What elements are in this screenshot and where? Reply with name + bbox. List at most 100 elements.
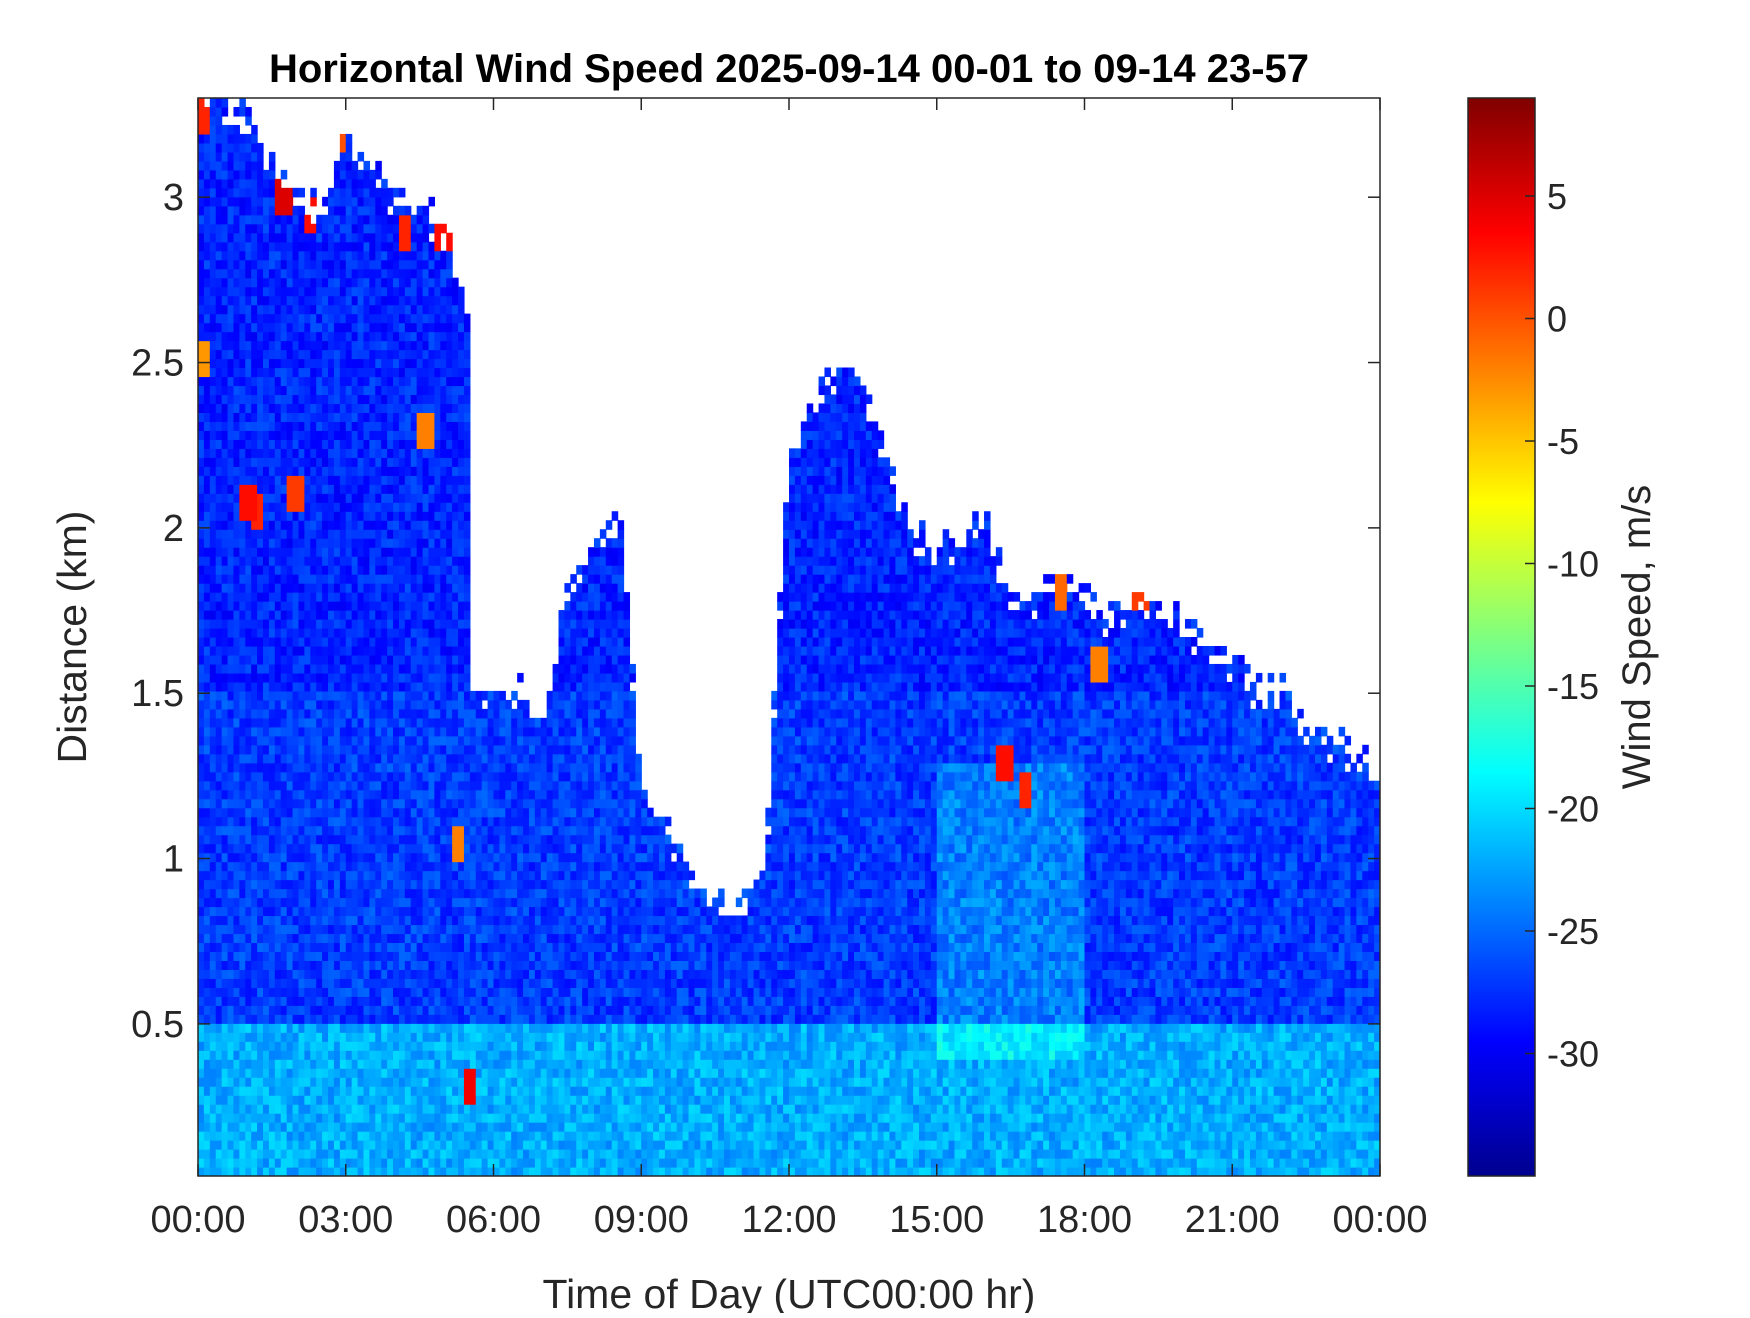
heatmap-cell	[221, 708, 229, 719]
heatmap-cell	[333, 807, 341, 818]
heatmap-cell	[416, 852, 424, 863]
heatmap-cell	[292, 726, 300, 737]
heatmap-cell	[345, 241, 353, 252]
heatmap-cell	[351, 160, 359, 171]
heatmap-cell	[239, 538, 246, 548]
heatmap-cell	[322, 394, 329, 405]
heatmap-cell	[458, 556, 465, 566]
heatmap-cell	[363, 654, 370, 665]
heatmap-cell	[251, 744, 258, 755]
heatmap-cell	[333, 610, 341, 620]
heatmap-cell	[363, 933, 370, 944]
heatmap-cell	[227, 1158, 235, 1168]
heatmap-cell	[198, 142, 205, 153]
heatmap-cell	[381, 1104, 388, 1114]
heatmap-cell	[333, 1086, 341, 1096]
heatmap-cell	[322, 241, 329, 252]
heatmap-cell	[239, 430, 246, 440]
heatmap-cell	[322, 951, 329, 961]
heatmap-cell	[333, 322, 341, 333]
heatmap-cell	[422, 1077, 430, 1087]
heatmap-cell	[203, 681, 211, 692]
heatmap-cell	[393, 744, 400, 755]
heatmap-cell	[251, 987, 258, 997]
heatmap-cell	[280, 493, 288, 503]
heatmap-cell	[292, 466, 300, 476]
heatmap-cell	[251, 331, 258, 342]
heatmap-cell	[221, 699, 229, 710]
heatmap-cell	[446, 789, 453, 800]
heatmap-cell	[245, 1158, 252, 1168]
heatmap-cell	[422, 385, 430, 396]
heatmap-cell	[434, 547, 441, 557]
heatmap-cell	[215, 1140, 223, 1150]
heatmap-cell	[198, 852, 205, 863]
heatmap-cell	[357, 520, 365, 530]
heatmap-cell	[268, 304, 276, 315]
heatmap-cell	[227, 502, 235, 512]
heatmap-cell	[363, 987, 370, 997]
heatmap-cell	[339, 538, 347, 548]
heatmap-cell	[333, 448, 341, 458]
heatmap-cell	[375, 654, 382, 665]
heatmap-cell	[416, 583, 424, 593]
heatmap-cell	[339, 439, 347, 449]
heatmap-cell	[375, 430, 382, 440]
heatmap-cell	[381, 1059, 388, 1069]
heatmap-cell	[286, 601, 294, 611]
heatmap-cell	[215, 187, 223, 198]
heatmap-cell	[257, 466, 264, 476]
heatmap-cell	[274, 565, 282, 575]
heatmap-cell	[398, 484, 406, 494]
heatmap-cell	[452, 861, 459, 872]
heatmap-cell	[440, 268, 447, 279]
heatmap-cell	[357, 187, 365, 198]
heatmap-cell	[357, 349, 365, 360]
heatmap-cell	[292, 556, 300, 566]
heatmap-cell	[215, 394, 223, 405]
heatmap-cell	[446, 619, 453, 629]
heatmap-cell	[416, 439, 424, 449]
heatmap-cell	[292, 1104, 300, 1114]
heatmap-cell	[316, 1068, 323, 1078]
heatmap-cell	[434, 645, 441, 656]
heatmap-cell	[333, 960, 341, 970]
heatmap-cell	[280, 259, 288, 270]
heatmap-cell	[298, 987, 305, 997]
heatmap-cell	[239, 807, 246, 818]
heatmap-cell	[304, 475, 311, 485]
heatmap-cell	[333, 1122, 341, 1132]
heatmap-cell	[422, 457, 430, 467]
heatmap-cell	[203, 1041, 211, 1051]
heatmap-cell	[239, 448, 246, 458]
heatmap-cell	[274, 717, 282, 728]
heatmap-cell	[351, 304, 359, 315]
heatmap-cell	[381, 708, 388, 719]
heatmap-cell	[363, 448, 370, 458]
heatmap-cell	[393, 214, 400, 225]
heatmap-cell	[440, 987, 447, 997]
heatmap-cell	[322, 511, 329, 521]
heatmap-cell	[452, 1122, 459, 1132]
heatmap-cell	[434, 1086, 441, 1096]
heatmap-cell	[215, 160, 223, 171]
heatmap-cell	[446, 250, 453, 261]
heatmap-cell	[387, 1068, 394, 1078]
heatmap-cell	[316, 996, 323, 1006]
heatmap-cell	[257, 690, 264, 701]
heatmap-cell	[452, 825, 459, 836]
heatmap-cell	[239, 708, 246, 719]
heatmap-cell	[434, 789, 441, 800]
heatmap-cell	[209, 520, 217, 530]
heatmap-cell	[263, 843, 270, 854]
heatmap-cell	[298, 259, 305, 270]
heatmap-cell	[422, 484, 430, 494]
heatmap-cell	[268, 870, 276, 881]
heatmap-cell	[428, 825, 435, 836]
heatmap-cell	[292, 592, 300, 602]
heatmap-cell	[410, 484, 418, 494]
heatmap-cell	[233, 762, 240, 773]
heatmap-cell	[428, 996, 435, 1006]
heatmap-cell	[410, 870, 418, 881]
heatmap-cell	[286, 331, 294, 342]
